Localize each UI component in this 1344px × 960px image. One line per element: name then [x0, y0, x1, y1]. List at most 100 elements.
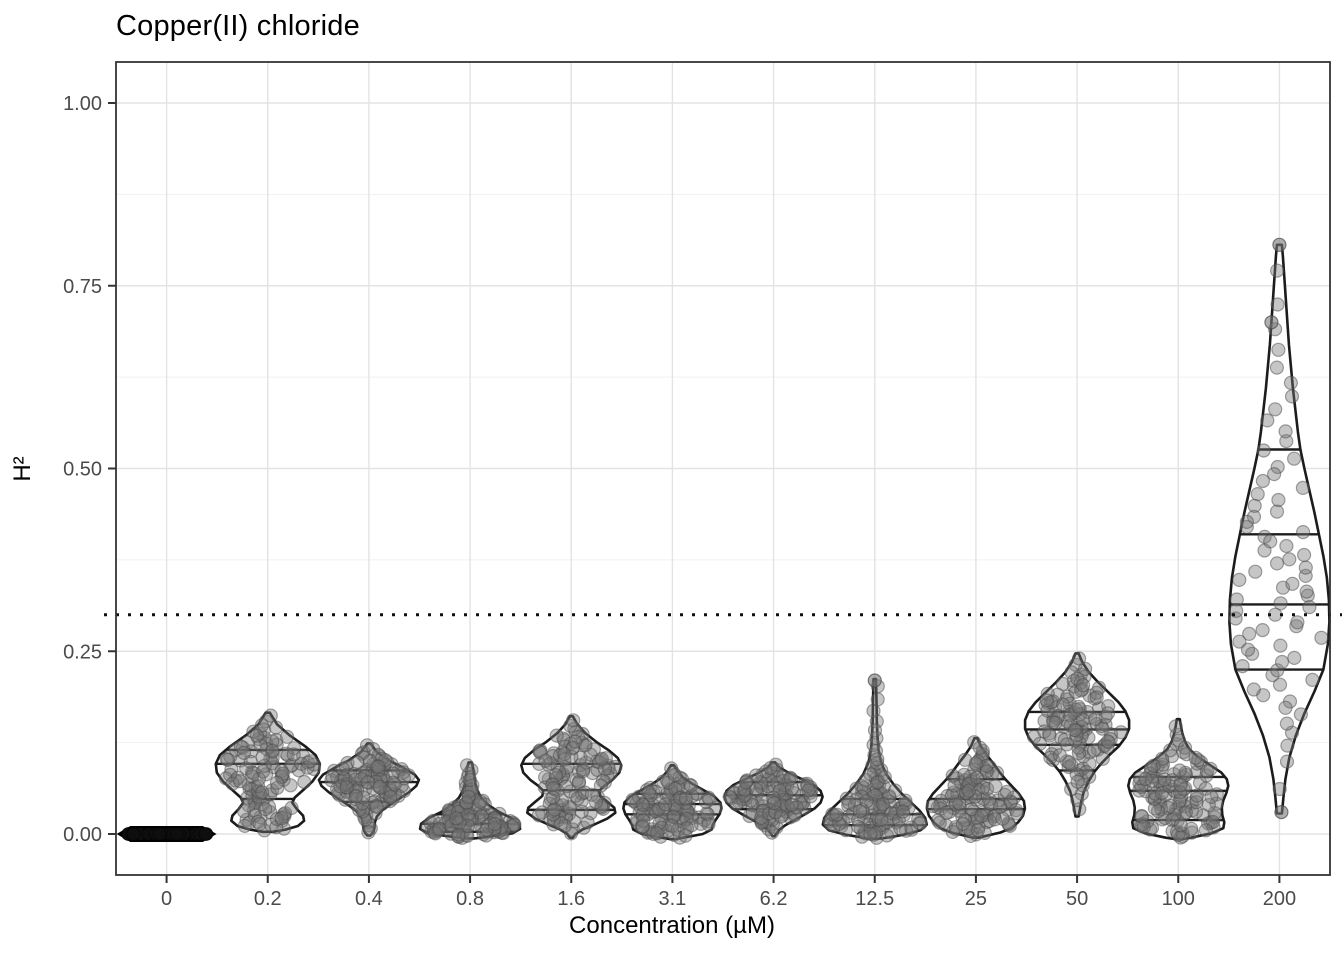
data-point	[738, 775, 754, 790]
data-point	[1138, 771, 1153, 787]
y-tick-label: 0.25	[63, 641, 102, 663]
data-point	[1204, 789, 1219, 805]
data-point	[979, 781, 995, 796]
violin-group-1.6	[520, 713, 623, 841]
data-point	[961, 783, 976, 798]
data-point	[487, 816, 502, 832]
data-point	[649, 826, 665, 841]
data-point	[1239, 519, 1254, 535]
data-point	[1278, 700, 1293, 715]
data-point	[870, 692, 885, 707]
violin-group-6.2	[722, 757, 824, 840]
violin-group-0	[116, 826, 217, 842]
data-point	[636, 797, 651, 813]
data-point	[974, 808, 989, 824]
data-point	[1287, 650, 1302, 666]
axes: 0.00 0.25 0.50 0.75 1.00 0 0.2 0.4 0.8 1.6 3.1 6.2 1…	[63, 93, 1296, 910]
data-point	[1283, 375, 1299, 390]
data-point	[383, 789, 398, 805]
data-point	[948, 820, 963, 835]
data-point	[545, 790, 561, 805]
violin-group-200	[1228, 237, 1331, 820]
y-tick-label: 0.50	[63, 459, 102, 481]
data-point	[198, 827, 212, 841]
data-point	[462, 784, 477, 799]
data-point	[1284, 389, 1300, 404]
data-point	[1075, 678, 1091, 693]
violin-group-0.8	[418, 758, 522, 845]
data-point	[761, 772, 776, 787]
data-point	[1198, 823, 1214, 838]
data-point	[538, 753, 553, 768]
data-point	[869, 755, 885, 771]
data-point	[1146, 758, 1161, 773]
data-point	[784, 781, 800, 796]
data-point	[1286, 451, 1302, 466]
data-point	[152, 827, 167, 841]
data-point	[236, 804, 252, 819]
data-point	[350, 755, 365, 770]
data-point	[566, 713, 581, 728]
data-point	[449, 811, 464, 826]
data-point	[1268, 402, 1283, 417]
data-point	[1290, 615, 1305, 630]
data-point	[219, 752, 234, 767]
data-point	[969, 770, 985, 785]
data-point	[1274, 804, 1289, 820]
data-point	[932, 815, 947, 830]
data-point	[1052, 748, 1068, 763]
data-point	[1178, 805, 1194, 820]
data-point	[1272, 781, 1287, 797]
data-point	[237, 818, 252, 834]
data-point	[233, 774, 248, 789]
data-point	[1248, 564, 1263, 579]
data-point	[1172, 785, 1188, 800]
data-point	[1244, 646, 1260, 661]
data-point	[1179, 747, 1194, 762]
data-point	[1232, 634, 1247, 649]
data-point	[859, 794, 874, 809]
data-point	[593, 778, 609, 793]
data-point	[1255, 622, 1270, 638]
violin-group-50	[1023, 651, 1131, 818]
x-tick-label: 6.2	[760, 888, 788, 910]
data-point	[766, 790, 781, 805]
data-point	[1246, 509, 1262, 524]
data-point	[1272, 677, 1288, 692]
data-point	[1279, 538, 1294, 554]
data-point	[1274, 654, 1290, 670]
data-point	[764, 825, 780, 840]
data-point	[1269, 360, 1285, 375]
data-point	[1173, 777, 1188, 793]
x-tick-label: 0.4	[355, 888, 383, 910]
data-point	[1278, 424, 1293, 439]
data-point	[255, 785, 270, 800]
data-point	[1071, 651, 1087, 666]
data-point	[274, 810, 289, 826]
data-point	[252, 816, 267, 832]
data-point	[255, 750, 270, 765]
data-point	[952, 796, 967, 811]
data-point	[939, 805, 954, 820]
data-point	[479, 822, 494, 837]
data-point	[549, 728, 564, 743]
data-point	[877, 770, 892, 785]
data-point	[557, 752, 572, 767]
data-point	[1296, 547, 1312, 563]
data-point	[988, 779, 1003, 794]
violin-group-12.5	[821, 673, 929, 845]
data-point	[1048, 715, 1063, 730]
data-point	[1295, 480, 1311, 495]
data-point	[1232, 572, 1247, 588]
data-point	[459, 758, 475, 773]
data-point	[594, 751, 609, 767]
data-point	[852, 804, 868, 819]
data-point	[1184, 821, 1199, 836]
y-tick-label: 1.00	[63, 93, 102, 115]
data-point	[269, 775, 285, 790]
data-point	[1255, 473, 1271, 489]
data-point	[223, 767, 238, 783]
data-point	[1302, 599, 1317, 615]
data-point	[580, 815, 595, 830]
data-point	[1229, 592, 1244, 607]
